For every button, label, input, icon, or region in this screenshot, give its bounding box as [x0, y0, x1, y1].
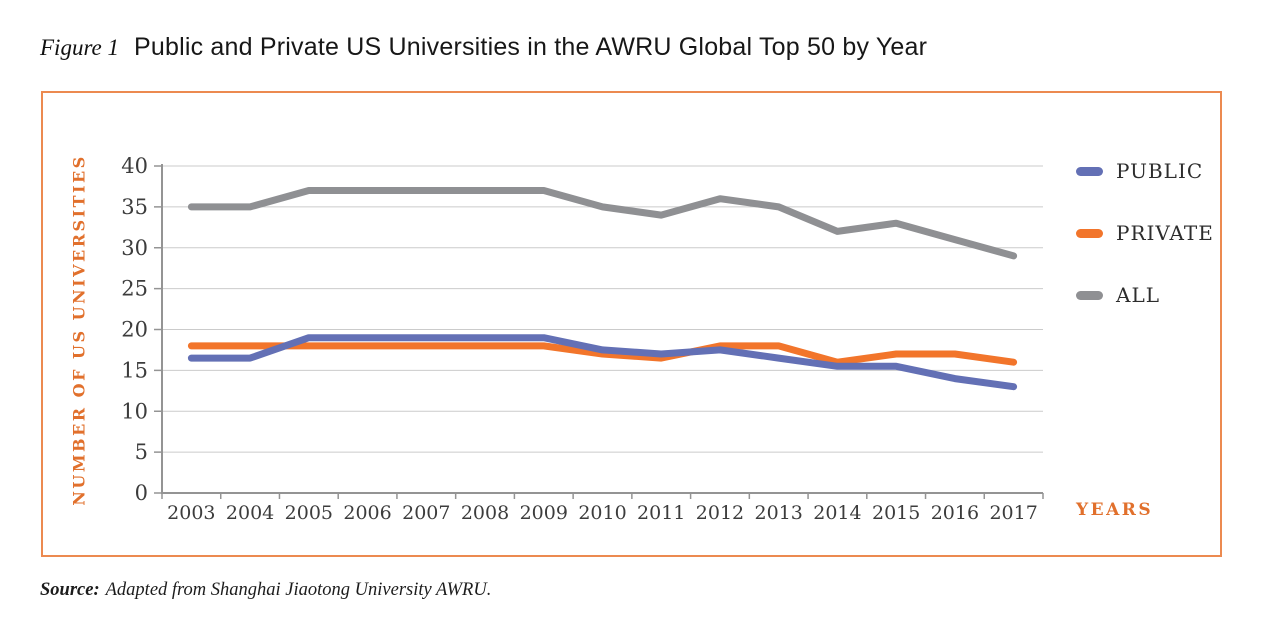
x-tick-label: 2014: [813, 502, 861, 524]
y-axis-title: NUMBER OF US UNIVERSITIES: [69, 154, 89, 506]
public-line-swatch-icon: [1076, 166, 1103, 176]
x-tick-label: 2011: [637, 502, 685, 524]
source-prefix: Source:: [40, 580, 100, 600]
y-tick-label: 15: [121, 358, 148, 382]
x-tick-label: 2016: [931, 502, 979, 524]
x-tick-label: 2009: [520, 502, 568, 524]
x-tick-label: 2005: [285, 502, 333, 524]
all-line-swatch-icon: [1076, 290, 1103, 300]
y-tick-label: 30: [121, 236, 148, 260]
x-tick-label: 2012: [696, 502, 744, 524]
legend-label-public: PUBLIC: [1116, 159, 1204, 183]
legend-label-private: PRIVATE: [1116, 221, 1214, 245]
x-tick-label: 2008: [461, 502, 509, 524]
legend-label-all: ALL: [1116, 283, 1161, 307]
y-tick-label: 25: [121, 277, 148, 301]
series-line-private: [187, 342, 1018, 366]
x-tick-label: 2007: [402, 502, 450, 524]
series-line-all: [187, 187, 1018, 260]
legend-item-all: ALL: [1076, 283, 1214, 307]
figure-title: Public and Private US Universities in th…: [134, 33, 928, 61]
x-tick-label: 2017: [989, 502, 1037, 524]
x-tick-label: 2004: [226, 502, 274, 524]
chart-frame: [41, 91, 1222, 557]
legend-item-private: PRIVATE: [1076, 221, 1214, 245]
y-tick-label: 5: [135, 440, 148, 464]
figure-caption: Figure 1 Public and Private US Universit…: [40, 33, 927, 62]
y-tick-label: 20: [121, 318, 148, 342]
source-text: Adapted from Shanghai Jiaotong Universit…: [105, 580, 492, 600]
figure-label: Figure 1: [40, 35, 119, 60]
x-tick-label: 2003: [167, 502, 215, 524]
legend-item-public: PUBLIC: [1076, 159, 1214, 183]
x-tick-label: 2006: [343, 502, 391, 524]
y-tick-label: 10: [121, 399, 148, 423]
x-tick-label: 2010: [578, 502, 626, 524]
x-tick-label: 2013: [755, 502, 803, 524]
source-note: Source: Adapted from Shanghai Jiaotong Un…: [40, 580, 491, 601]
y-tick-label: 35: [121, 195, 148, 219]
chart-legend: PUBLIC PRIVATE ALL: [1076, 159, 1214, 346]
y-tick-label: 0: [135, 481, 148, 505]
y-tick-label: 40: [121, 154, 148, 178]
series-line-public: [187, 334, 1018, 391]
x-tick-label: 2015: [872, 502, 920, 524]
x-axis-title: YEARS: [1076, 500, 1154, 520]
private-line-swatch-icon: [1076, 228, 1103, 238]
